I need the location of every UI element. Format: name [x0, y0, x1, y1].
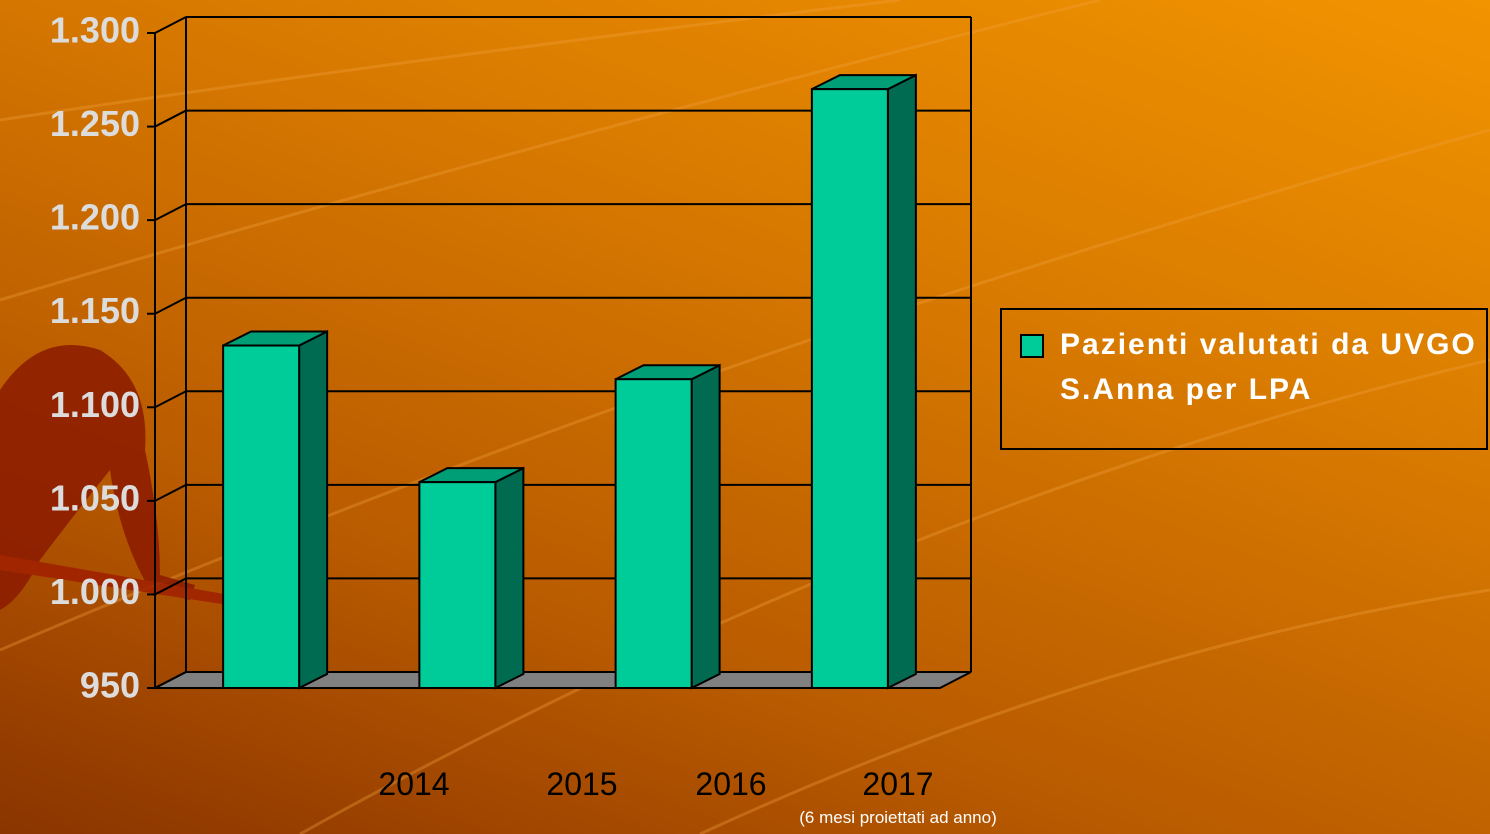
y-tick-label: 1.100 [50, 384, 140, 425]
y-tick-label: 1.150 [50, 290, 140, 331]
bar-side [298, 329, 329, 690]
y-tick-label: 1.250 [50, 103, 140, 144]
x-tick-label: 2017 [862, 766, 933, 802]
grid-connector [154, 577, 187, 596]
x-tick-label: 2015 [546, 766, 617, 802]
grid-connector [154, 16, 187, 34]
y-tick-label: 1.000 [50, 571, 140, 612]
grid-connector [154, 109, 187, 128]
legend: Pazienti valutati da UVGO S.Anna per LPA [1000, 308, 1488, 450]
bar [810, 88, 889, 689]
runner-silhouette [0, 345, 230, 610]
x-tick-label: 2014 [378, 766, 449, 802]
y-tick-label: 1.300 [50, 10, 140, 51]
grid-connector [154, 203, 187, 222]
bar [614, 378, 693, 689]
legend-swatch [1020, 334, 1044, 358]
grid-connector [154, 483, 187, 502]
bar-side [690, 363, 721, 690]
annotation: (6 mesi proiettati ad anno) [799, 808, 997, 827]
grid-connector [154, 296, 187, 315]
y-tick-label: 950 [80, 665, 140, 706]
y-tick-label: 1.200 [50, 197, 140, 238]
bar [222, 344, 301, 689]
legend-label: Pazienti valutati da UVGO S.Anna per LPA [1060, 328, 1477, 406]
axes: 950 1.000 1.050 1.100 1.150 1.200 1.250 1.300 [50, 10, 972, 706]
grid-connector [154, 671, 187, 689]
grid-connector [154, 390, 187, 409]
bar-side [494, 466, 525, 690]
y-tick-label: 1.050 [50, 477, 140, 518]
x-tick-label: 2016 [695, 766, 766, 802]
bar [418, 481, 497, 689]
bar-side [886, 73, 917, 690]
